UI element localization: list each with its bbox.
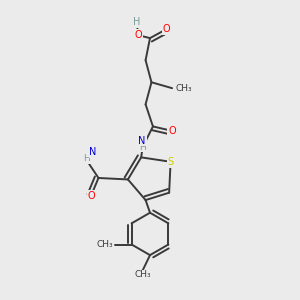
Text: H: H: [133, 17, 140, 27]
Text: H: H: [83, 154, 90, 163]
Text: CH₃: CH₃: [175, 84, 192, 93]
Text: N: N: [89, 147, 97, 158]
Text: O: O: [134, 30, 142, 40]
Text: S: S: [167, 157, 174, 167]
Text: O: O: [162, 24, 170, 34]
Text: H: H: [139, 142, 146, 152]
Text: CH₃: CH₃: [134, 270, 151, 279]
Text: CH₃: CH₃: [97, 240, 113, 249]
Text: O: O: [168, 126, 176, 136]
Text: N: N: [138, 136, 146, 146]
Text: O: O: [87, 190, 95, 201]
